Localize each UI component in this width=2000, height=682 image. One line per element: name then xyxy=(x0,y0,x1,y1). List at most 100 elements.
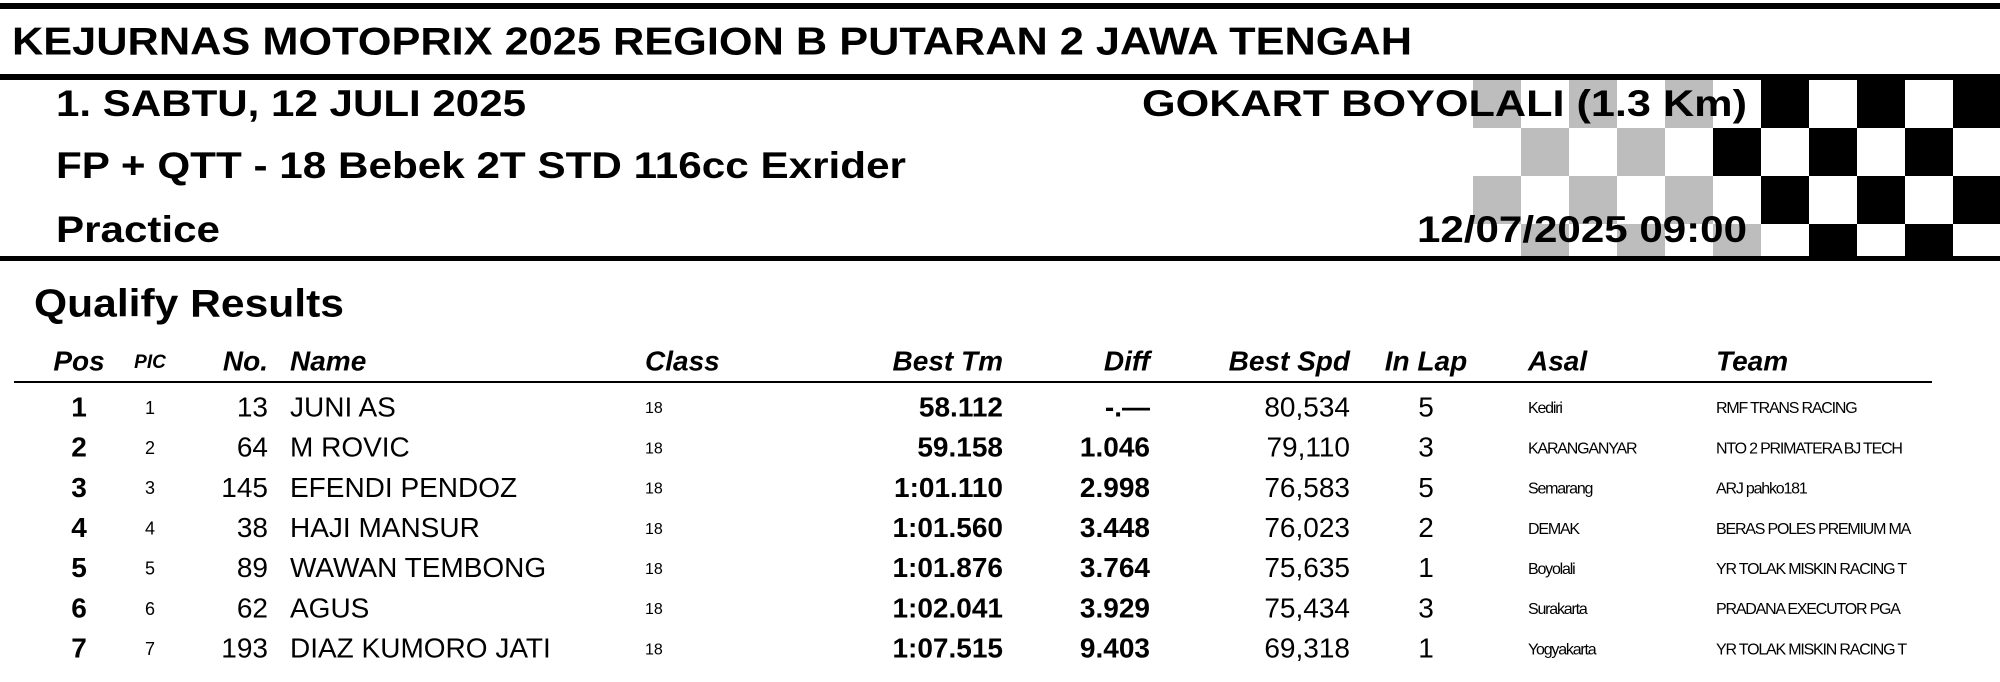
cell: 5 xyxy=(1418,472,1434,503)
flag-square xyxy=(1761,80,1809,128)
flag-square xyxy=(1569,176,1617,224)
day: 1. SABTU, 12 JULI 2025 xyxy=(56,83,526,124)
rule xyxy=(0,74,2000,80)
cell: 4 xyxy=(71,512,87,543)
cell: EFENDI PENDOZ xyxy=(290,472,517,503)
cell: 4 xyxy=(145,518,155,538)
flag-square xyxy=(1473,176,1521,224)
column-header: Best Tm xyxy=(893,345,1003,376)
cell: 2 xyxy=(1418,512,1434,543)
flag-square xyxy=(1617,128,1665,176)
cell: Kediri xyxy=(1528,400,1562,417)
cell: JUNI AS xyxy=(290,391,396,422)
cell: 64 xyxy=(237,432,268,463)
cell: 59.158 xyxy=(917,432,1003,463)
cell: 1 xyxy=(1418,552,1434,583)
cell: 18 xyxy=(645,440,663,457)
cell: 1 xyxy=(71,391,87,422)
flag-square xyxy=(1665,80,1713,128)
cell: 75,434 xyxy=(1264,592,1350,623)
cell: 58.112 xyxy=(919,391,1003,422)
cell: 76,023 xyxy=(1264,512,1350,543)
cell: HAJI MANSUR xyxy=(290,512,480,543)
cell: 62 xyxy=(237,592,268,623)
flag-square xyxy=(1809,128,1857,176)
cell: 9.403 xyxy=(1080,633,1150,664)
flag-square xyxy=(1617,224,1665,256)
cell: DIAZ KUMORO JATI xyxy=(290,633,551,664)
cell: 2 xyxy=(71,432,87,463)
cell: 3.929 xyxy=(1080,592,1150,623)
cell: 3.764 xyxy=(1080,552,1150,583)
rule xyxy=(0,256,2000,261)
cell: 79,110 xyxy=(1266,432,1350,463)
cell: 3 xyxy=(71,472,87,503)
cell: M ROVIC xyxy=(290,432,410,463)
title: KEJURNAS MOTOPRIX 2025 REGION B PUTARAN … xyxy=(12,20,1412,63)
cell: 1 xyxy=(145,398,155,418)
flag-square xyxy=(1521,128,1569,176)
column-header: PIC xyxy=(134,352,166,373)
cell: -.— xyxy=(1105,391,1150,422)
flag-square xyxy=(1905,128,1953,176)
cell: KARANGANYAR xyxy=(1528,440,1637,457)
cell: 75,635 xyxy=(1264,552,1350,583)
flag-square xyxy=(1473,80,1521,128)
column-header: Best Spd xyxy=(1229,345,1351,376)
cell: 69,318 xyxy=(1264,633,1350,664)
cell: 1:01.560 xyxy=(892,512,1003,543)
column-header: Name xyxy=(290,345,366,376)
cell: ARJ pahko181 xyxy=(1716,481,1808,498)
cell: Boyolali xyxy=(1528,561,1575,578)
cell: 6 xyxy=(71,592,87,623)
cell: 1:02.041 xyxy=(892,592,1003,623)
cell: AGUS xyxy=(290,592,369,623)
flag-square xyxy=(1953,176,2000,224)
cell: 89 xyxy=(237,552,268,583)
cell: 1:07.515 xyxy=(892,633,1003,664)
flag-square xyxy=(1857,80,1905,128)
flag-square xyxy=(1857,176,1905,224)
cell: 80,534 xyxy=(1264,391,1350,422)
cell: 145 xyxy=(221,472,268,503)
session: Practice xyxy=(56,209,220,250)
cell: 3 xyxy=(1418,432,1434,463)
cell: 7 xyxy=(145,639,155,659)
cell: 18 xyxy=(645,400,663,417)
cell: YR TOLAK MISKIN RACING T xyxy=(1716,641,1907,658)
column-header: Pos xyxy=(53,345,104,376)
cell: 2.998 xyxy=(1080,472,1150,503)
cell: 1:01.876 xyxy=(892,552,1003,583)
column-header: In Lap xyxy=(1385,345,1467,376)
cell: BERAS POLES PREMIUM MA xyxy=(1716,521,1912,538)
cell: WAWAN TEMBONG xyxy=(290,552,546,583)
cell: 6 xyxy=(145,599,155,619)
cell: 5 xyxy=(71,552,87,583)
checkered-flag xyxy=(1473,80,2000,256)
cell: 1 xyxy=(1418,633,1434,664)
cell: NTO 2 PRIMATERA BJ TECH xyxy=(1716,440,1902,457)
cell: 18 xyxy=(645,641,663,658)
column-header: Team xyxy=(1716,345,1788,376)
cell: 3 xyxy=(1418,592,1434,623)
cell: 1.046 xyxy=(1080,432,1150,463)
cell: 13 xyxy=(237,391,268,422)
column-header: Class xyxy=(645,345,720,376)
cell: 5 xyxy=(1418,391,1434,422)
cell: Surakarta xyxy=(1528,601,1588,618)
cell: 5 xyxy=(145,559,155,579)
cell: 18 xyxy=(645,601,663,618)
column-header: No. xyxy=(223,345,268,376)
column-header: Diff xyxy=(1104,345,1153,376)
flag-square xyxy=(1953,80,2000,128)
flag-square xyxy=(1809,224,1857,256)
cell: 7 xyxy=(71,633,87,664)
cell: 3.448 xyxy=(1080,512,1150,543)
venue: GOKART BOYOLALI (1.3 Km) xyxy=(1142,83,1747,124)
flag-square xyxy=(1713,128,1761,176)
cell: PRADANA EXECUTOR PGA xyxy=(1716,601,1901,618)
cell: 2 xyxy=(145,438,155,458)
cell: Semarang xyxy=(1528,481,1593,498)
flag-square xyxy=(1905,224,1953,256)
